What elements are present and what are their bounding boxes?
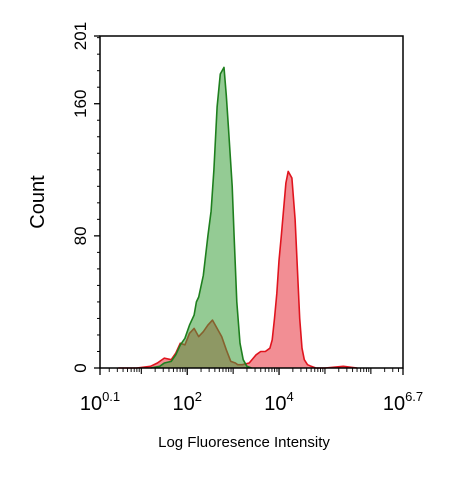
x-tick-label: 104 xyxy=(264,389,293,415)
series-layer xyxy=(118,66,358,369)
x-tick-label: 100.1 xyxy=(80,389,120,415)
series-1-fill xyxy=(118,171,358,368)
y-tick-label: 201 xyxy=(71,22,90,50)
x-tick-label: 102 xyxy=(172,389,201,415)
y-tick-label: 160 xyxy=(71,90,90,118)
x-axis-title: Log Fluoresence Intensity xyxy=(158,434,330,451)
series-2-line xyxy=(150,66,252,369)
series-2-fill xyxy=(150,67,252,369)
y-tick-label: 80 xyxy=(71,226,90,245)
plot-frame xyxy=(99,35,404,369)
y-axis-title: Count xyxy=(27,175,49,229)
axis-layer: 0 80 160 201 100.1 102 104 106.7 xyxy=(71,22,423,415)
x-tick-label: 106.7 xyxy=(383,389,423,415)
y-tick-label: 0 xyxy=(71,363,90,372)
